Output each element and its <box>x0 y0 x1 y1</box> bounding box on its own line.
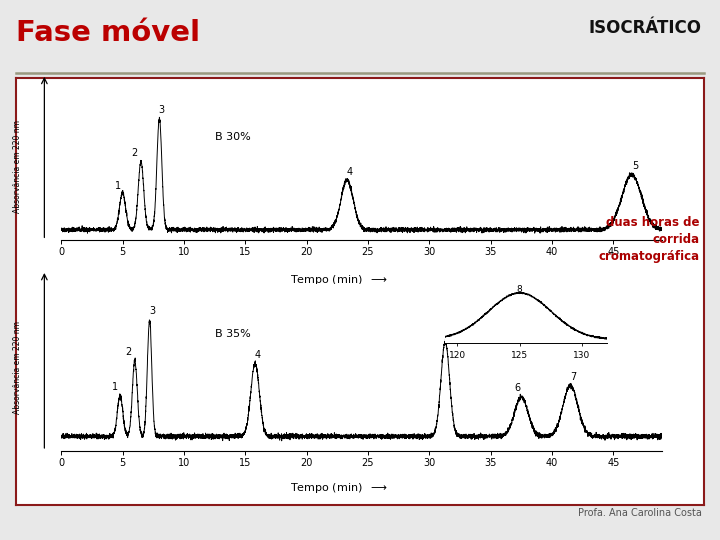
Text: Absorvância em 220 nm: Absorvância em 220 nm <box>14 321 22 414</box>
Text: 2: 2 <box>132 148 138 158</box>
Text: 5: 5 <box>444 328 451 338</box>
Text: 7: 7 <box>570 372 576 382</box>
Text: 4: 4 <box>254 350 261 360</box>
Text: B 35%: B 35% <box>215 329 251 339</box>
Text: 8: 8 <box>516 285 522 294</box>
Text: duas horas de
corrida
cromatográfica: duas horas de corrida cromatográfica <box>599 216 700 263</box>
Text: B 30%: B 30% <box>215 132 251 143</box>
Text: Absorvância em 220 nm: Absorvância em 220 nm <box>14 119 22 213</box>
Text: 1: 1 <box>112 382 118 392</box>
Text: ISOCRÁTICO: ISOCRÁTICO <box>589 19 702 37</box>
Text: 3: 3 <box>158 105 165 115</box>
Text: Tempo (min)  $\longrightarrow$: Tempo (min) $\longrightarrow$ <box>289 273 388 287</box>
Text: Profa. Ana Carolina Costa: Profa. Ana Carolina Costa <box>578 508 702 518</box>
Text: 5: 5 <box>632 161 639 171</box>
Text: 4: 4 <box>346 167 353 177</box>
Text: 2: 2 <box>125 347 132 357</box>
Text: 3: 3 <box>149 306 155 316</box>
Text: 1: 1 <box>114 181 121 191</box>
Text: Fase móvel: Fase móvel <box>16 19 200 47</box>
Text: Tempo (min)  $\longrightarrow$: Tempo (min) $\longrightarrow$ <box>289 481 388 495</box>
Text: 6: 6 <box>515 383 521 393</box>
